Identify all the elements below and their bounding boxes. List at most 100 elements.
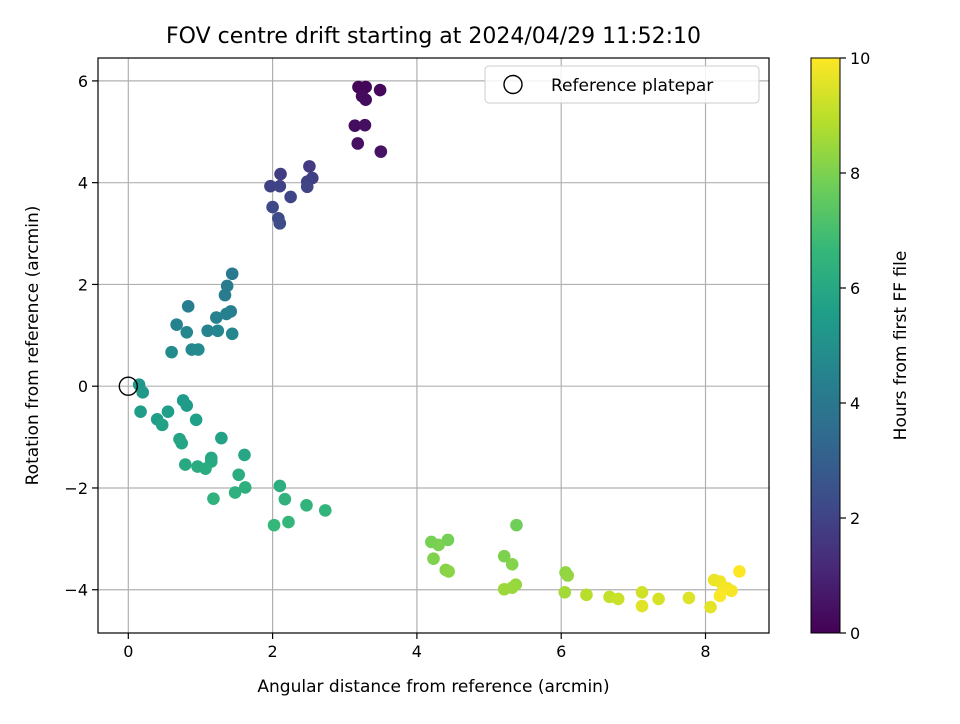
data-point — [264, 179, 277, 193]
data-point — [180, 399, 194, 412]
reference-platepar-marker — [118, 376, 139, 396]
data-point — [199, 462, 212, 475]
y-tick-label: 2 — [78, 275, 88, 294]
data-point — [180, 325, 194, 339]
data-point — [189, 413, 203, 427]
data-point — [432, 538, 445, 552]
data-point — [266, 200, 279, 214]
data-point — [682, 591, 696, 605]
colorbar-tick-label: 10 — [850, 49, 870, 68]
plot-frame — [97, 57, 770, 634]
data-point — [134, 405, 147, 418]
data-point — [441, 533, 455, 547]
data-point — [267, 518, 281, 532]
grid-lines — [98, 58, 769, 633]
y-tick-label: −2 — [64, 479, 88, 498]
colorbar-ticks: 0 2 4 6 8 10 — [840, 49, 870, 643]
y-axis-label: Rotation from reference (arcmin) — [23, 206, 43, 486]
data-point — [273, 479, 287, 493]
data-point — [348, 119, 362, 132]
data-point — [652, 592, 665, 606]
data-point — [358, 118, 372, 132]
data-point — [136, 386, 150, 399]
colorbar-tick-label: 4 — [850, 394, 860, 413]
colorbar-tick-label: 8 — [850, 164, 860, 183]
y-tick-label: −4 — [64, 581, 88, 600]
data-point — [215, 431, 228, 445]
chart-title: FOV centre drift starting at 2024/04/29 … — [166, 24, 701, 49]
data-point — [220, 307, 233, 321]
data-point — [210, 311, 223, 324]
data-point — [351, 137, 365, 150]
data-point — [374, 145, 388, 158]
data-point — [318, 504, 332, 517]
x-tick-label: 2 — [268, 642, 278, 661]
data-point — [733, 565, 746, 578]
data-point — [225, 327, 239, 341]
data-point — [704, 600, 717, 614]
data-point — [273, 179, 287, 193]
data-point — [238, 481, 252, 494]
colorbar-label: Hours from first FF file — [891, 251, 911, 441]
legend: Reference platepar — [484, 65, 760, 104]
legend-box — [484, 65, 760, 104]
data-point — [635, 585, 649, 599]
data-point — [191, 343, 205, 356]
data-point — [207, 492, 220, 505]
data-point — [303, 160, 316, 173]
x-tick-label: 8 — [700, 642, 710, 661]
data-point — [611, 592, 625, 606]
data-point — [175, 436, 188, 450]
reference-marker-layer — [118, 376, 139, 396]
data-point — [218, 288, 232, 302]
data-point — [497, 582, 511, 596]
data-point — [165, 345, 178, 359]
legend-entry-reference-platepar: Reference platepar — [551, 76, 713, 96]
data-point — [179, 458, 192, 471]
y-tick-label: 4 — [78, 174, 88, 193]
data-point — [300, 180, 314, 194]
legend-reference-marker-icon — [503, 74, 523, 95]
colorbar-tick-label: 0 — [850, 624, 860, 643]
data-point — [427, 552, 440, 566]
data-point — [561, 569, 574, 582]
data-point — [181, 300, 195, 313]
data-point — [510, 518, 523, 532]
x-tick-label: 0 — [123, 642, 133, 661]
data-point — [228, 486, 242, 499]
data-points — [132, 80, 746, 614]
data-point — [359, 93, 372, 107]
data-point — [725, 584, 738, 598]
y-tick-label: 0 — [78, 377, 88, 396]
data-point — [161, 405, 175, 418]
data-point — [211, 324, 225, 338]
data-point — [282, 515, 295, 529]
data-point — [273, 217, 287, 230]
data-point — [232, 468, 245, 482]
data-point — [238, 448, 251, 462]
data-point — [274, 167, 287, 181]
axis-ticks: 0 2 4 6 8 −4 −2 0 2 4 6 — [64, 72, 710, 661]
x-tick-label: 6 — [556, 642, 566, 661]
data-point — [442, 565, 455, 578]
data-point — [505, 558, 519, 571]
data-point — [300, 498, 313, 512]
data-point — [558, 585, 572, 599]
colorbar-tick-label: 6 — [850, 279, 860, 298]
data-point — [373, 83, 387, 97]
data-point — [580, 588, 593, 602]
x-tick-label: 4 — [412, 642, 422, 661]
data-point — [284, 190, 297, 204]
colorbar-tick-label: 2 — [850, 509, 860, 528]
data-point — [201, 324, 214, 338]
x-axis-label: Angular distance from reference (arcmin) — [257, 677, 609, 697]
data-point — [155, 418, 169, 432]
colorbar: 0 2 4 6 8 10 Hours from first FF file — [810, 49, 911, 643]
colorbar-gradient — [810, 57, 841, 634]
data-point — [713, 589, 727, 603]
data-point — [170, 318, 183, 331]
data-point — [497, 549, 511, 563]
data-point — [225, 267, 239, 281]
